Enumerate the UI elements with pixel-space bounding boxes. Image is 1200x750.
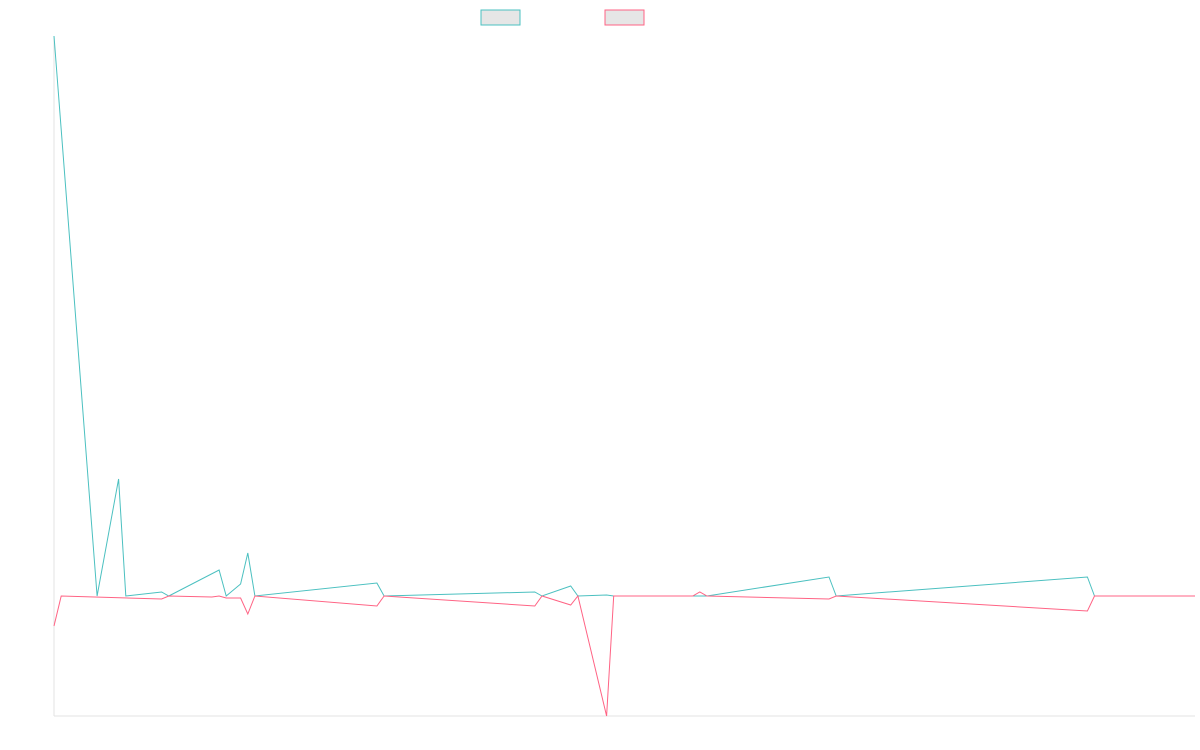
series-layer xyxy=(53,35,1195,717)
series-line-2 xyxy=(53,591,1195,717)
axes xyxy=(53,36,1195,717)
legend-swatch-2[interactable] xyxy=(604,9,645,26)
legend-swatch-1[interactable] xyxy=(480,9,521,26)
legend xyxy=(480,9,645,26)
series-line-1 xyxy=(53,35,1195,597)
